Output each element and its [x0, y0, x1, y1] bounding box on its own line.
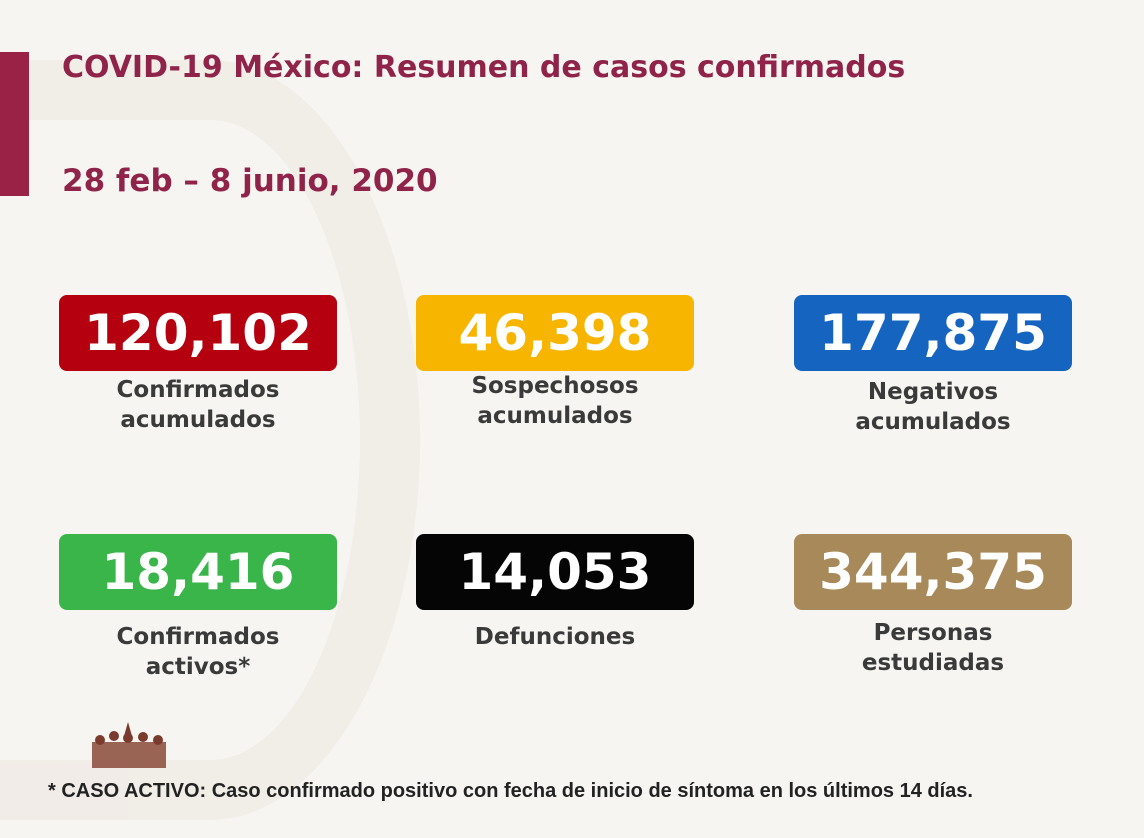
heroes-logo-icon	[92, 722, 166, 768]
label-line: Sospechosos	[471, 373, 639, 399]
label-line: activos*	[145, 654, 251, 680]
stat-value: 14,053	[416, 534, 694, 610]
footnote: * CASO ACTIVO: Caso confirmado positivo …	[48, 780, 973, 802]
label-line: Confirmados	[116, 377, 280, 403]
stat-value: 46,398	[416, 295, 694, 371]
label-line: acumulados	[855, 409, 1011, 435]
label-line: Defunciones	[474, 624, 636, 650]
stat-personas-estudiadas: 344,375 Personas estudiadas	[794, 534, 1072, 678]
label-line: estudiadas	[861, 650, 1005, 676]
stat-label: Defunciones	[416, 622, 694, 652]
stat-value: 177,875	[794, 295, 1072, 371]
label-line: Personas	[873, 620, 993, 646]
label-line: Negativos	[867, 379, 999, 405]
page-title: COVID-19 México: Resumen de casos confir…	[62, 50, 906, 85]
stat-label: Personas estudiadas	[794, 618, 1072, 678]
stat-sospechosos-acumulados: 46,398 Sospechosos acumulados	[416, 295, 694, 431]
label-line: Confirmados	[116, 624, 280, 650]
label-line: acumulados	[477, 403, 633, 429]
stat-value: 18,416	[59, 534, 337, 610]
stat-label: Negativos acumulados	[794, 377, 1072, 437]
stat-value: 344,375	[794, 534, 1072, 610]
date-range: 28 feb – 8 junio, 2020	[62, 163, 438, 199]
stat-label: Sospechosos acumulados	[416, 371, 694, 431]
stat-confirmados-activos: 18,416 Confirmados activos*	[59, 534, 337, 682]
stat-confirmados-acumulados: 120,102 Confirmados acumulados	[59, 295, 337, 435]
accent-bar	[0, 52, 29, 196]
stat-value: 120,102	[59, 295, 337, 371]
stat-label: Confirmados acumulados	[59, 375, 337, 435]
label-line: acumulados	[120, 407, 276, 433]
stat-label: Confirmados activos*	[59, 622, 337, 682]
stat-negativos-acumulados: 177,875 Negativos acumulados	[794, 295, 1072, 437]
stat-defunciones: 14,053 Defunciones	[416, 534, 694, 652]
